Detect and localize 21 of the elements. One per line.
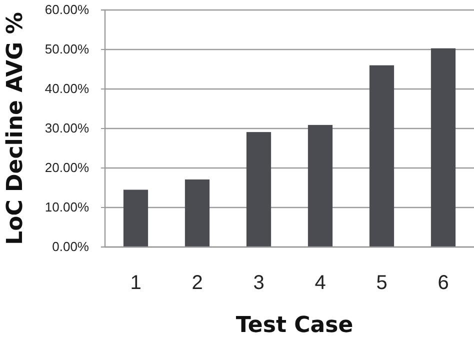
y-tick-label: 40.00%	[44, 81, 90, 96]
x-tick-label: 2	[192, 272, 203, 294]
bar	[123, 190, 148, 247]
x-tick-label: 4	[314, 272, 326, 294]
x-tick-label: 6	[438, 272, 449, 294]
x-tick-label: 3	[253, 272, 264, 294]
y-tick-label: 50.00%	[44, 42, 90, 57]
x-tick-label: 5	[376, 272, 388, 294]
bar	[246, 132, 272, 247]
bar	[308, 124, 333, 247]
y-tick-label: 60.00%	[44, 2, 90, 18]
x-axis-title: Test Case	[236, 313, 354, 338]
bar	[430, 48, 456, 247]
bar	[184, 179, 210, 247]
y-tick-label: 30.00%	[44, 120, 90, 136]
y-tick-label: 20.00%	[44, 160, 90, 176]
y-axis-title: LoC Decline AVG %	[3, 12, 28, 245]
y-tick-label: 10.00%	[44, 200, 90, 215]
y-tick-label: 0.00%	[52, 239, 90, 254]
x-tick-label: 1	[130, 272, 142, 294]
bar	[369, 65, 394, 247]
